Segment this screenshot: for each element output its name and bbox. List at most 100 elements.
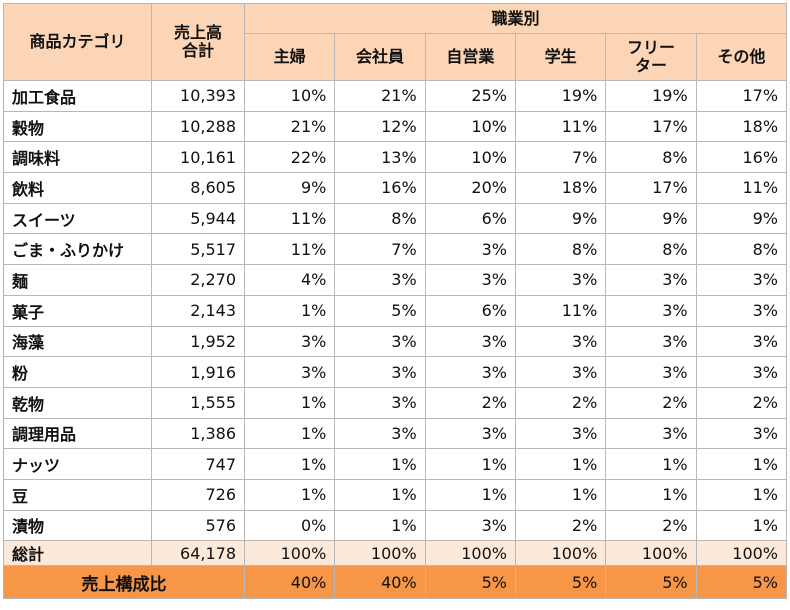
share-cell: 1% xyxy=(514,448,607,480)
category-header: 商品カテゴリ xyxy=(3,3,152,81)
share-cell: 18% xyxy=(695,110,788,143)
sales-total-header-line1: 売上高 xyxy=(173,23,222,42)
share-cell: 8% xyxy=(605,141,697,174)
category-cell: 豆 xyxy=(3,478,152,511)
category-cell: 調味料 xyxy=(3,141,152,174)
share-cell: 3% xyxy=(243,356,336,388)
share-cell: 3% xyxy=(424,356,516,388)
sales-total-cell: 1,555 xyxy=(151,386,245,419)
share-cell: 8% xyxy=(605,233,697,266)
sales-ratio-cell: 5% xyxy=(695,565,788,600)
share-cell: 3% xyxy=(605,417,697,450)
share-cell: 21% xyxy=(334,80,426,112)
sales-total-cell: 2,270 xyxy=(151,264,245,296)
share-cell: 6% xyxy=(424,202,516,235)
table-row: 漬物 576 0% 1% 3% 2% 2% 1% xyxy=(3,509,788,542)
grand-total-row: 総計 64,178 100% 100% 100% 100% 100% 100% xyxy=(3,540,788,567)
share-cell: 1% xyxy=(334,478,426,511)
share-cell: 3% xyxy=(514,417,607,450)
share-cell: 21% xyxy=(243,110,336,143)
share-cell: 12% xyxy=(334,110,426,143)
share-cell: 22% xyxy=(243,141,336,174)
share-cell: 3% xyxy=(334,417,426,450)
share-cell: 1% xyxy=(334,509,426,542)
share-cell: 3% xyxy=(695,264,788,296)
share-cell: 10% xyxy=(424,110,516,143)
sales-total-header-line2: 合計 xyxy=(181,41,214,60)
table-header: 商品カテゴリ 売上高 合計 職業別 主婦 会社員 自営業 学生 フリー ター そ… xyxy=(3,3,788,81)
category-cell: 加工食品 xyxy=(3,80,152,112)
share-cell: 1% xyxy=(243,448,336,480)
share-cell: 10% xyxy=(243,80,336,112)
grand-total-cell: 100% xyxy=(695,540,788,567)
share-cell: 2% xyxy=(605,386,697,419)
job-header-freelancer: フリー ター xyxy=(605,33,697,81)
table-row: 飲料 8,605 9% 16% 20% 18% 17% 11% xyxy=(3,172,788,204)
share-cell: 4% xyxy=(243,264,336,296)
table-row: 菓子 2,143 1% 5% 6% 11% 3% 3% xyxy=(3,294,788,327)
sales-total-cell: 1,916 xyxy=(151,356,245,388)
share-cell: 2% xyxy=(695,386,788,419)
share-cell: 1% xyxy=(605,448,697,480)
sales-total-cell: 1,952 xyxy=(151,325,245,358)
category-cell: 粉 xyxy=(3,356,152,388)
share-cell: 8% xyxy=(514,233,607,266)
share-cell: 3% xyxy=(514,356,607,388)
sales-ratio-cell: 5% xyxy=(605,565,697,600)
table-body: 加工食品 10,393 10% 21% 25% 19% 19% 17% 穀物 10,288 21% 1… xyxy=(3,80,788,542)
category-cell: 飲料 xyxy=(3,172,152,204)
share-cell: 6% xyxy=(424,294,516,327)
share-cell: 1% xyxy=(243,386,336,419)
table-row: 粉 1,916 3% 3% 3% 3% 3% 3% xyxy=(3,356,788,388)
share-cell: 3% xyxy=(695,294,788,327)
share-cell: 3% xyxy=(424,264,516,296)
category-cell: 漬物 xyxy=(3,509,152,542)
share-cell: 9% xyxy=(243,172,336,204)
share-cell: 11% xyxy=(243,233,336,266)
share-cell: 3% xyxy=(424,325,516,358)
job-header-student: 学生 xyxy=(514,33,607,81)
share-cell: 9% xyxy=(514,202,607,235)
sales-total-cell: 5,517 xyxy=(151,233,245,266)
sales-total-cell: 10,161 xyxy=(151,141,245,174)
sales-by-occupation-table: 商品カテゴリ 売上高 合計 職業別 主婦 会社員 自営業 学生 フリー ター そ… xyxy=(3,3,788,600)
sales-total-cell: 10,393 xyxy=(151,80,245,112)
sales-total-cell: 8,605 xyxy=(151,172,245,204)
sales-total-header: 売上高 合計 xyxy=(151,3,245,81)
table-row: 乾物 1,555 1% 3% 2% 2% 2% 2% xyxy=(3,386,788,419)
share-cell: 10% xyxy=(424,141,516,174)
share-cell: 2% xyxy=(424,386,516,419)
category-cell: 菓子 xyxy=(3,294,152,327)
sales-total-cell: 10,288 xyxy=(151,110,245,143)
share-cell: 3% xyxy=(243,325,336,358)
share-cell: 3% xyxy=(424,509,516,542)
job-header-housewife: 主婦 xyxy=(243,33,336,81)
share-cell: 17% xyxy=(695,80,788,112)
grand-total-cell: 100% xyxy=(514,540,607,567)
category-cell: 乾物 xyxy=(3,386,152,419)
share-cell: 13% xyxy=(334,141,426,174)
grand-total-cell: 100% xyxy=(605,540,697,567)
share-cell: 25% xyxy=(424,80,516,112)
table-footer: 総計 64,178 100% 100% 100% 100% 100% 100% … xyxy=(3,540,788,600)
share-cell: 1% xyxy=(514,478,607,511)
sales-total-cell: 726 xyxy=(151,478,245,511)
share-cell: 11% xyxy=(243,202,336,235)
table-row: 加工食品 10,393 10% 21% 25% 19% 19% 17% xyxy=(3,80,788,112)
sales-ratio-cell: 40% xyxy=(243,565,336,600)
share-cell: 1% xyxy=(605,478,697,511)
sales-ratio-cell: 5% xyxy=(514,565,607,600)
share-cell: 3% xyxy=(334,386,426,419)
share-cell: 0% xyxy=(243,509,336,542)
share-cell: 1% xyxy=(424,478,516,511)
job-header-freelancer-line1: フリー xyxy=(626,38,675,57)
job-header-self-employed: 自営業 xyxy=(424,33,516,81)
table-row: 調理用品 1,386 1% 3% 3% 3% 3% 3% xyxy=(3,417,788,450)
grand-total-cell: 100% xyxy=(424,540,516,567)
table-row: ごま・ふりかけ 5,517 11% 7% 3% 8% 8% 8% xyxy=(3,233,788,266)
share-cell: 2% xyxy=(514,386,607,419)
share-cell: 3% xyxy=(514,325,607,358)
table-row: 海藻 1,952 3% 3% 3% 3% 3% 3% xyxy=(3,325,788,358)
grand-total-cell: 100% xyxy=(243,540,336,567)
grand-total-label: 総計 xyxy=(3,540,152,567)
